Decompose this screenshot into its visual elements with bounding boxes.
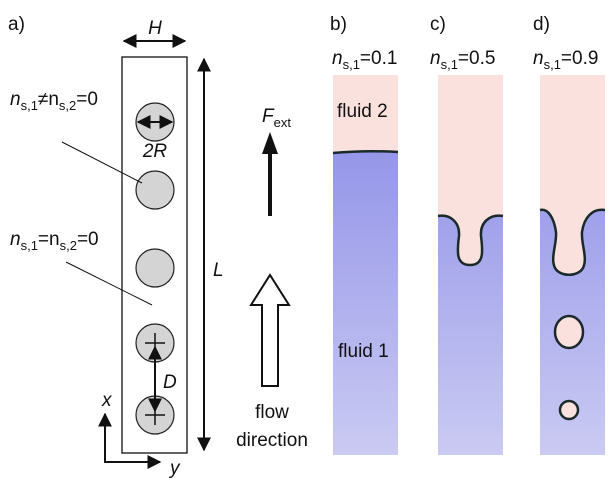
droplet [560, 401, 578, 419]
text-part: =0 [76, 89, 98, 110]
text-part: =0 [77, 229, 99, 250]
droplet [555, 316, 583, 348]
fluid-label: fluid 1 [338, 341, 389, 362]
spacing-label: D [163, 372, 177, 393]
annotation: ns,1=ns,2=0 [10, 229, 99, 253]
text-part: n [10, 229, 21, 250]
text-part: s,1 [544, 57, 561, 72]
axis-label: y [168, 458, 181, 479]
leader-line [62, 142, 142, 183]
panel-label: c) [430, 14, 446, 35]
text-part: n [10, 89, 21, 110]
text-part: s,1 [21, 238, 38, 253]
axis-label: x [101, 390, 113, 411]
text-part: ≠n [38, 89, 59, 110]
parameter-label: ns,1=0.9 [533, 48, 598, 72]
panel-label: d) [533, 14, 550, 35]
text-part: s,2 [59, 98, 76, 113]
figure: a) H 2R L D ns,1≠ns,2=0 ns,1=ns,2=0 x y … [0, 0, 610, 485]
parameter-label: ns,1=0.1 [332, 48, 397, 72]
text-part: =0.9 [561, 48, 599, 69]
text-part: s,1 [21, 98, 38, 113]
flow-arrow [251, 275, 289, 386]
fluid-label: fluid 2 [337, 101, 388, 122]
text-part: =0.5 [458, 48, 496, 69]
radius-label: 2R [142, 141, 168, 162]
flow-label: flow [255, 402, 289, 423]
text-part: s,2 [60, 238, 77, 253]
text-part: n [533, 48, 544, 69]
text-part: =n [38, 229, 60, 250]
text-part: s,1 [343, 57, 360, 72]
force-label: Fext [262, 106, 291, 130]
force-head [262, 132, 278, 154]
panel-label: b) [330, 14, 347, 35]
parameter-label: ns,1=0.5 [430, 48, 495, 72]
annotation: ns,1≠ns,2=0 [10, 89, 98, 113]
text-part: ext [274, 115, 292, 130]
text-part: =0.1 [360, 48, 398, 69]
flow-label: direction [236, 430, 308, 451]
text-part: s,1 [441, 57, 458, 72]
text-part: n [332, 48, 343, 69]
length-label: L [213, 260, 224, 281]
panel-label: a) [8, 14, 25, 35]
text-part: n [430, 48, 441, 69]
width-label: H [148, 18, 162, 39]
